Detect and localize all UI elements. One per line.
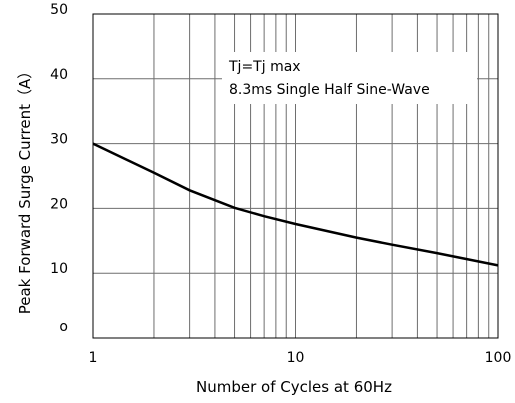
y-tick-label: 50 [50, 2, 68, 18]
y-tick-label: 30 [50, 132, 68, 148]
y-axis-label: Peak Forward Surge Current（A） [16, 64, 34, 315]
x-tick-label: 1 [89, 350, 98, 366]
y-tick-label: 20 [50, 196, 68, 212]
tick-labels: o 10 20 30 40 50 1 10 100 [50, 2, 511, 366]
annotation-line-1: Tj=Tj max [228, 59, 301, 75]
y-tick-label: o [59, 319, 68, 335]
annotation-line-2: 8.3ms Single Half Sine-Wave [229, 82, 430, 98]
series-line [92, 142, 499, 267]
y-tick-label: 40 [50, 67, 68, 83]
plot-frame [92, 13, 499, 339]
y-tick-label: 10 [50, 261, 68, 277]
x-axis-label: Number of Cycles at 60Hz [196, 378, 392, 396]
x-tick-label: 10 [287, 350, 305, 366]
x-tick-label: 100 [485, 350, 512, 366]
annotation-background [222, 52, 477, 104]
